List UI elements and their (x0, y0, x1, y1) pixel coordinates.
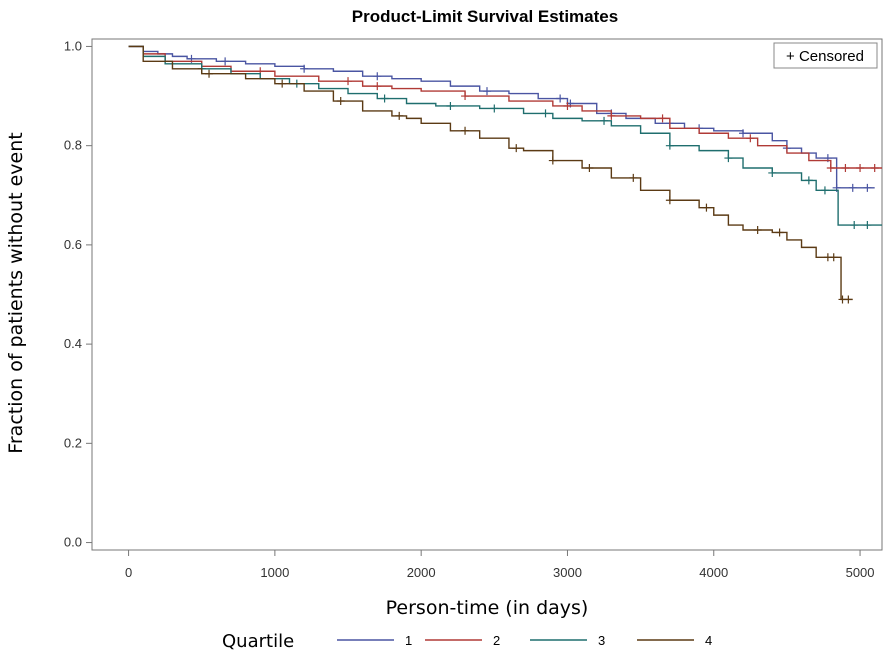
censored-inset-box (773, 42, 878, 69)
x-axis: 0 1000 2000 3000 4000 5000 (125, 550, 875, 580)
legend-item-2: 2 (425, 633, 500, 648)
survival-line-1 (128, 45, 875, 189)
series-1 (128, 45, 875, 192)
censored-mark (665, 141, 674, 150)
x-tick-label: 0 (125, 565, 132, 580)
censored-mark (804, 176, 813, 185)
series-4 (128, 45, 853, 304)
x-tick-label: 2000 (407, 565, 436, 580)
censored-mark (702, 203, 711, 212)
legend-label: 1 (405, 633, 412, 648)
legend-label: 3 (598, 633, 605, 648)
legend-title: Quartile (222, 631, 294, 652)
plot-area-border (91, 38, 883, 551)
censored-mark (373, 82, 382, 91)
censored-mark (300, 64, 309, 73)
censored-mark (848, 183, 857, 192)
y-tick-label: 0.2 (64, 435, 82, 450)
censored-mark (556, 94, 565, 103)
censored-mark (600, 116, 609, 125)
censored-mark (483, 87, 491, 96)
legend-item-1: 1 (337, 633, 412, 648)
y-tick-label: 0.6 (64, 237, 82, 252)
censored-mark (336, 97, 345, 106)
censored-mark (380, 94, 389, 103)
censored-mark (278, 79, 287, 88)
legend-item-3: 3 (530, 633, 605, 648)
x-tick-label: 3000 (553, 565, 582, 580)
censored-mark (585, 163, 594, 172)
censored-mark (548, 156, 557, 165)
censored-mark (768, 168, 777, 177)
y-tick-label: 0.8 (64, 138, 82, 153)
censored-mark (221, 57, 230, 66)
censored-mark (607, 111, 616, 120)
censored-mark (563, 101, 572, 110)
censored-mark (850, 221, 859, 230)
censored-mark (829, 253, 838, 262)
y-tick-label: 0.0 (64, 535, 82, 550)
censored-mark (490, 104, 499, 113)
censored-mark (820, 186, 829, 195)
censored-inset: + Censored (773, 42, 878, 69)
censored-mark (395, 111, 404, 120)
x-tick-label: 5000 (846, 565, 875, 580)
censored-mark (844, 295, 853, 304)
censored-mark (856, 163, 865, 172)
survival-line-4 (128, 45, 853, 301)
censored-mark (512, 144, 521, 153)
y-tick-label: 1.0 (64, 38, 82, 53)
censored-mark (461, 126, 470, 135)
censored-inset-label: + Censored (786, 48, 864, 65)
censored-mark (753, 226, 762, 235)
x-tick-label: 1000 (260, 565, 289, 580)
censored-mark (446, 101, 455, 110)
legend-label: 2 (493, 633, 500, 648)
censored-mark (863, 183, 872, 192)
censored-mark (461, 92, 470, 101)
censored-mark (724, 154, 733, 163)
legend-item-4: 4 (637, 633, 712, 648)
legend: Quartile 1 2 3 4 (222, 631, 712, 652)
censored-mark (541, 109, 550, 118)
y-axis: 0.0 0.2 0.4 0.6 0.8 1.0 (64, 38, 92, 550)
survival-line-2 (128, 45, 882, 169)
series-2 (128, 45, 882, 172)
censored-mark (826, 163, 835, 172)
censored-mark (344, 77, 353, 86)
chart-title: Product-Limit Survival Estimates (352, 7, 618, 26)
legend-items: 1 2 3 4 (337, 633, 712, 648)
censored-mark (870, 163, 879, 172)
y-axis-title: Fraction of patients without event (5, 132, 27, 453)
censored-mark (841, 163, 850, 172)
x-tick-label: 4000 (699, 565, 728, 580)
censored-mark (373, 72, 382, 81)
censored-mark (629, 173, 638, 182)
censored-mark (775, 228, 784, 237)
censored-mark (205, 69, 214, 78)
x-axis-title: Person-time (in days) (386, 597, 589, 619)
censored-mark (658, 114, 667, 123)
censored-mark (739, 129, 748, 138)
censored-mark (863, 221, 872, 230)
legend-label: 4 (705, 633, 712, 648)
y-tick-label: 0.4 (64, 336, 82, 351)
censored-mark (665, 196, 674, 205)
series-layer (128, 45, 882, 304)
censored-mark (746, 134, 755, 143)
